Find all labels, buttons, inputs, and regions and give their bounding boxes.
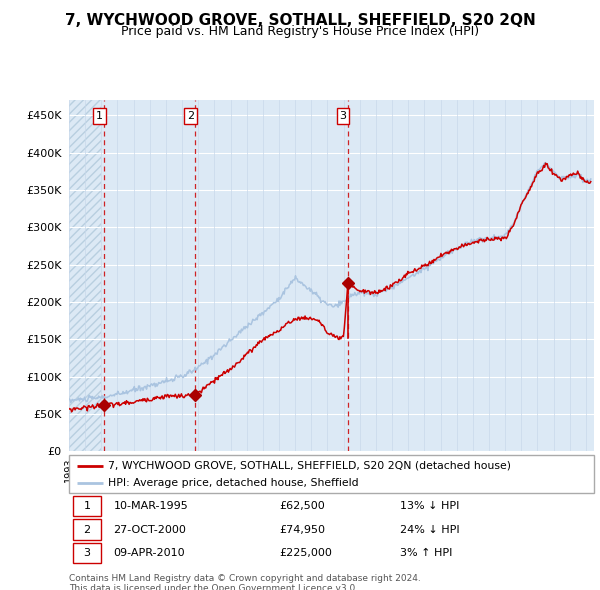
Text: £62,500: £62,500 bbox=[279, 501, 325, 511]
FancyBboxPatch shape bbox=[69, 455, 594, 493]
Text: This data is licensed under the Open Government Licence v3.0.: This data is licensed under the Open Gov… bbox=[69, 584, 358, 590]
Text: 27-OCT-2000: 27-OCT-2000 bbox=[113, 525, 187, 535]
Text: 1: 1 bbox=[83, 501, 91, 511]
Text: 10-MAR-1995: 10-MAR-1995 bbox=[113, 501, 188, 511]
Text: 3: 3 bbox=[340, 111, 347, 121]
Text: 3% ↑ HPI: 3% ↑ HPI bbox=[400, 548, 452, 558]
Text: 1: 1 bbox=[96, 111, 103, 121]
Text: 24% ↓ HPI: 24% ↓ HPI bbox=[400, 525, 460, 535]
Text: 7, WYCHWOOD GROVE, SOTHALL, SHEFFIELD, S20 2QN: 7, WYCHWOOD GROVE, SOTHALL, SHEFFIELD, S… bbox=[65, 13, 535, 28]
Text: 3: 3 bbox=[83, 548, 91, 558]
Text: 2: 2 bbox=[83, 525, 91, 535]
FancyBboxPatch shape bbox=[73, 496, 101, 516]
Bar bbox=[69, 100, 101, 451]
Text: £74,950: £74,950 bbox=[279, 525, 325, 535]
Text: 13% ↓ HPI: 13% ↓ HPI bbox=[400, 501, 459, 511]
FancyBboxPatch shape bbox=[73, 519, 101, 540]
Text: HPI: Average price, detached house, Sheffield: HPI: Average price, detached house, Shef… bbox=[109, 478, 359, 489]
FancyBboxPatch shape bbox=[73, 543, 101, 563]
Text: 7, WYCHWOOD GROVE, SOTHALL, SHEFFIELD, S20 2QN (detached house): 7, WYCHWOOD GROVE, SOTHALL, SHEFFIELD, S… bbox=[109, 461, 511, 470]
Text: Price paid vs. HM Land Registry's House Price Index (HPI): Price paid vs. HM Land Registry's House … bbox=[121, 25, 479, 38]
Text: Contains HM Land Registry data © Crown copyright and database right 2024.: Contains HM Land Registry data © Crown c… bbox=[69, 574, 421, 583]
Bar bbox=[69, 100, 101, 451]
Text: £225,000: £225,000 bbox=[279, 548, 332, 558]
Text: 09-APR-2010: 09-APR-2010 bbox=[113, 548, 185, 558]
Text: 2: 2 bbox=[187, 111, 194, 121]
